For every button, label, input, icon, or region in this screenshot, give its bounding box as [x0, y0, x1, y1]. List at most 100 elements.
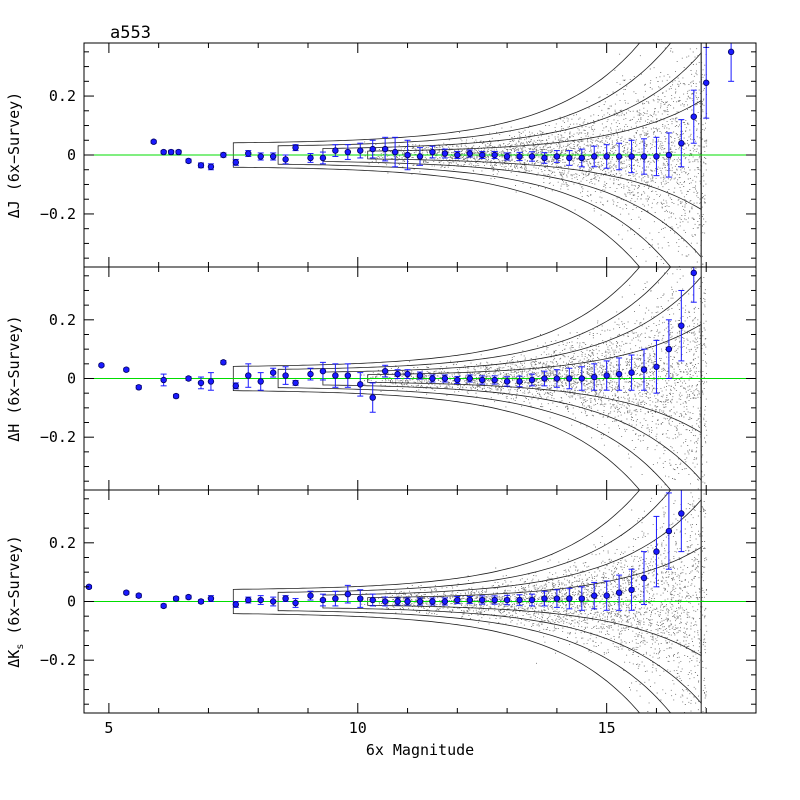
data-point [491, 151, 498, 159]
density-contour [277, 43, 702, 267]
data-point [541, 154, 548, 162]
x-tick-label: 15 [598, 719, 616, 737]
data-point [319, 596, 327, 604]
data-point [603, 592, 610, 599]
data-point [207, 163, 215, 170]
data-point [566, 595, 573, 602]
data-point [454, 596, 461, 604]
data-point [257, 596, 264, 604]
y-tick-label: 0 [67, 370, 76, 388]
data-point [591, 373, 598, 381]
data-point [454, 151, 461, 159]
data-point [232, 601, 240, 608]
y-tick-label: −0.2 [40, 651, 76, 669]
y-tick-label: 0 [67, 146, 76, 164]
y-tick-label: 0.2 [49, 311, 76, 329]
data-point [319, 367, 327, 375]
data-point [678, 510, 685, 517]
data-point [172, 595, 180, 602]
data-point [292, 144, 299, 151]
data-point [441, 375, 449, 382]
data-point [416, 372, 424, 379]
data-point [357, 381, 364, 388]
data-point [282, 595, 289, 602]
data-point [207, 595, 215, 602]
data-point [615, 153, 623, 160]
y-tick-label: 0 [67, 593, 76, 611]
data-point [628, 369, 635, 376]
data-point [135, 592, 142, 599]
data-point [615, 370, 623, 378]
data-point [197, 598, 205, 605]
data-point [319, 154, 327, 162]
data-point [160, 602, 167, 610]
binned-mean-series [85, 490, 685, 611]
data-point [466, 150, 473, 157]
y-axis-label: ΔKs (6x−Survey) [5, 535, 26, 667]
data-point [479, 151, 486, 159]
y-axis-label: ΔH (6x−Survey) [5, 315, 23, 441]
data-point [628, 153, 635, 160]
data-point [160, 148, 167, 156]
data-point [528, 153, 536, 160]
data-point [503, 596, 511, 604]
data-point [429, 375, 436, 382]
data-point [381, 367, 389, 375]
data-point [578, 595, 585, 602]
data-point [653, 153, 660, 160]
data-point [332, 147, 339, 154]
data-point [416, 153, 424, 160]
data-point [516, 153, 523, 160]
data-point [503, 153, 511, 160]
data-point [404, 370, 411, 378]
data-point [603, 372, 610, 379]
data-point [603, 153, 610, 160]
data-point [381, 145, 389, 153]
data-point [429, 148, 436, 156]
data-point [653, 363, 660, 370]
density-contour [277, 490, 702, 713]
panels: −0.2 0 0.2 ΔJ (6x−Survey) −0.2 0 0.2 ΔH (6x−Sur… [5, 42, 757, 759]
data-point [516, 596, 523, 604]
data-point [578, 154, 585, 162]
data-point [185, 375, 192, 382]
data-point [553, 153, 561, 160]
data-point [541, 375, 548, 382]
data-point [640, 574, 648, 582]
data-point [197, 379, 205, 387]
data-point [123, 589, 130, 596]
data-point [245, 150, 252, 157]
data-point [466, 596, 473, 604]
data-point [307, 154, 314, 162]
data-point [516, 378, 523, 385]
data-point [307, 370, 314, 378]
data-point [185, 157, 192, 165]
data-point [175, 148, 182, 156]
x-tick-label: 10 [349, 719, 367, 737]
data-point [292, 379, 299, 387]
data-point [245, 372, 252, 379]
figure-label: a553 [110, 23, 151, 43]
data-point [441, 150, 449, 157]
data-point [307, 592, 314, 599]
data-point [357, 595, 364, 602]
data-point [369, 394, 376, 401]
binned-mean-series [150, 43, 735, 178]
panel-ks: −0.2 0 0.2 5 10 15 6x Magnitude ΔKs (6x−Survey) [5, 489, 757, 759]
data-point [185, 593, 192, 601]
data-point [357, 147, 364, 154]
data-point [491, 376, 498, 384]
data-point [578, 375, 585, 382]
data-point [615, 589, 623, 596]
data-point [257, 153, 264, 160]
data-point [591, 153, 598, 160]
data-point [653, 548, 660, 555]
data-point [528, 376, 536, 384]
data-point [257, 378, 264, 385]
data-point [690, 113, 697, 120]
data-point [416, 598, 424, 605]
data-point [269, 153, 277, 160]
data-point [344, 372, 352, 379]
data-point [503, 378, 511, 385]
data-point [404, 151, 411, 159]
